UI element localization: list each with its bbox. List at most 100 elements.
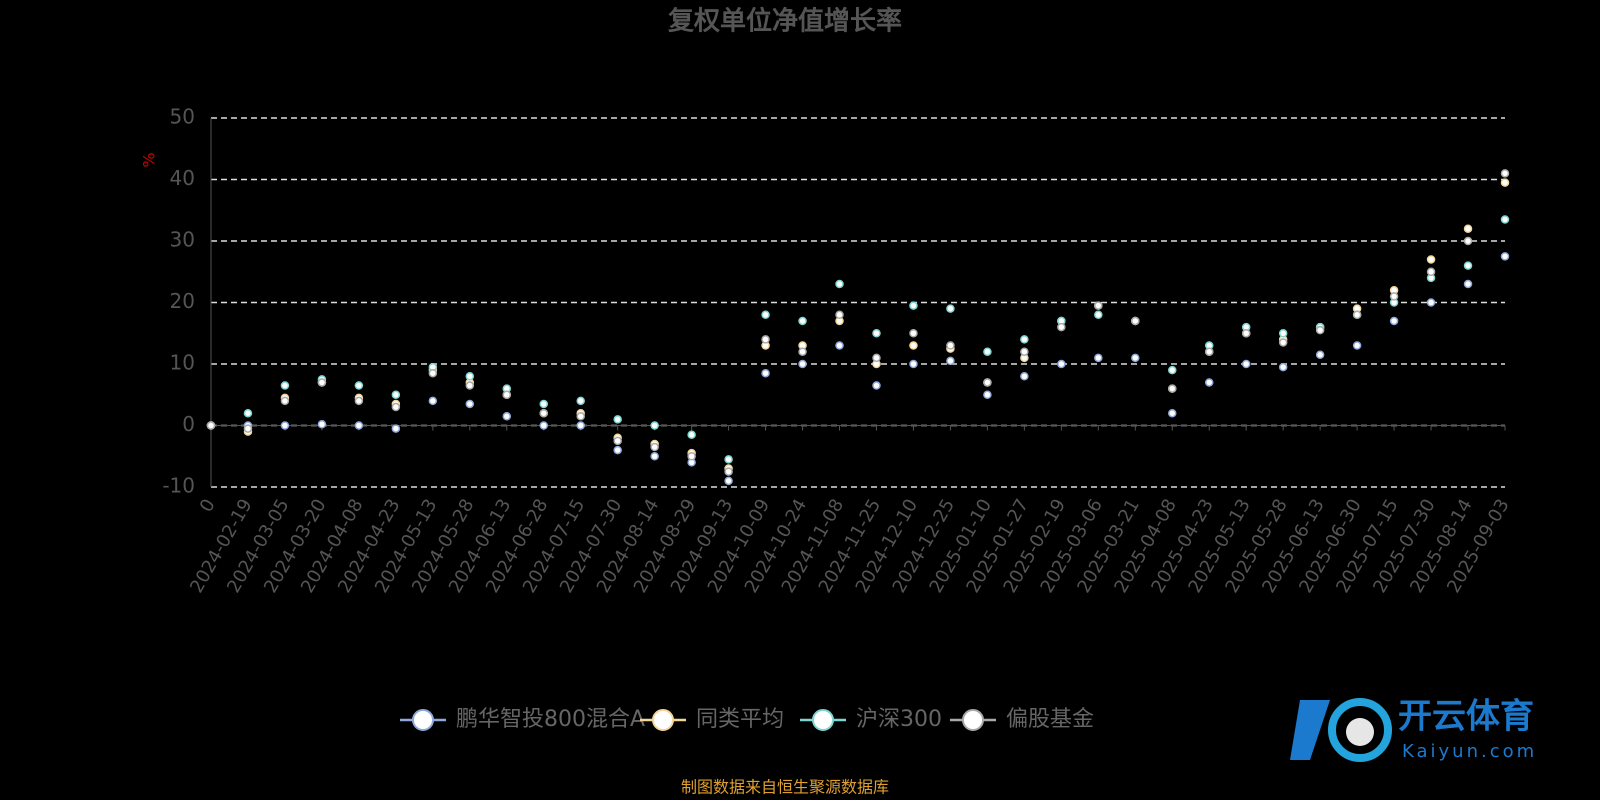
point-marker <box>650 421 659 430</box>
point-marker <box>502 412 512 421</box>
point-marker <box>1315 350 1325 360</box>
legend-marker <box>652 709 674 731</box>
point-marker <box>909 341 918 350</box>
point-marker <box>1500 169 1510 178</box>
point-marker <box>983 347 992 356</box>
point-marker <box>1315 325 1325 335</box>
point-marker <box>280 396 290 406</box>
point-marker <box>1463 261 1473 270</box>
point-marker <box>761 335 770 344</box>
point-marker <box>1131 316 1140 326</box>
point-marker <box>835 279 844 289</box>
point-marker <box>1352 341 1362 350</box>
point-marker <box>946 304 955 313</box>
point-marker <box>761 368 770 378</box>
point-marker <box>650 442 659 452</box>
point-marker <box>909 301 918 310</box>
point-marker <box>835 310 844 320</box>
point-marker <box>576 421 585 430</box>
y-tick-label: 20 <box>170 289 195 313</box>
point-marker <box>724 455 733 464</box>
point-marker <box>428 396 438 406</box>
point-marker <box>465 372 475 381</box>
point-marker <box>1278 338 1288 347</box>
point-marker <box>428 368 438 378</box>
logo-shape <box>1290 700 1330 760</box>
point-marker <box>1094 310 1103 320</box>
legend-label: 偏股基金 <box>1006 707 1094 732</box>
watermark: 开云体育 Kaiyun.com <box>1290 697 1537 762</box>
point-marker <box>798 359 807 369</box>
point-marker <box>1131 353 1140 363</box>
chart-title: 复权单位净值增长率 <box>668 6 902 37</box>
y-tick-label: 50 <box>170 105 195 129</box>
y-tick-label: 10 <box>170 351 195 375</box>
point-marker <box>724 467 733 476</box>
x-tick-label: 0 <box>196 496 220 516</box>
y-tick-label: -10 <box>162 474 195 498</box>
point-marker <box>465 399 475 409</box>
point-marker <box>243 424 253 433</box>
point-marker <box>872 353 881 363</box>
point-marker <box>391 424 401 433</box>
legend-label: 鹏华智投800混合A <box>456 707 645 732</box>
legend-marker <box>412 709 434 731</box>
point-marker <box>872 329 881 338</box>
point-marker <box>1168 384 1177 393</box>
legend-label: 沪深300 <box>856 707 942 732</box>
point-marker <box>946 341 955 350</box>
point-marker <box>1057 359 1066 369</box>
point-marker <box>613 445 622 455</box>
point-marker <box>1204 347 1214 356</box>
point-marker <box>576 396 585 406</box>
legend-marker <box>962 709 984 731</box>
y-tick-label: 0 <box>182 412 195 436</box>
point-marker <box>1389 292 1399 301</box>
y-tick-label: 30 <box>170 228 195 252</box>
point-marker <box>946 356 955 366</box>
point-marker <box>1278 329 1288 338</box>
point-marker <box>391 390 401 399</box>
point-marker <box>539 399 548 409</box>
point-marker <box>983 378 992 387</box>
watermark-site: Kaiyun.com <box>1402 741 1537 762</box>
legend-marker <box>812 709 834 731</box>
point-marker <box>539 421 548 430</box>
point-marker <box>465 381 475 390</box>
point-marker <box>1500 215 1510 224</box>
point-marker <box>1020 347 1029 356</box>
point-marker <box>354 381 364 390</box>
point-marker <box>354 396 364 406</box>
point-marker <box>1168 408 1177 418</box>
point-marker <box>909 329 918 338</box>
legend-label: 同类平均 <box>696 707 784 732</box>
point-marker <box>872 381 881 390</box>
point-marker <box>1500 252 1510 261</box>
point-marker <box>983 390 992 399</box>
point-marker <box>909 359 918 369</box>
point-marker <box>613 436 622 446</box>
logo-ring <box>1328 698 1392 762</box>
point-marker <box>1204 378 1214 387</box>
point-marker <box>798 316 807 326</box>
point-marker <box>798 347 807 356</box>
point-marker <box>1426 267 1436 276</box>
point-marker <box>354 421 364 430</box>
point-marker <box>1168 365 1177 375</box>
point-marker <box>1426 255 1436 264</box>
point-marker <box>317 378 327 387</box>
point-marker <box>280 421 290 430</box>
point-marker <box>243 408 253 418</box>
point-marker <box>761 310 770 320</box>
y-axis-label: % <box>140 152 159 167</box>
point-marker <box>391 402 401 412</box>
point-marker <box>576 412 585 421</box>
point-marker <box>1463 236 1473 246</box>
point-marker <box>1463 279 1473 289</box>
point-marker <box>835 341 844 350</box>
point-marker <box>1463 224 1473 233</box>
point-marker <box>687 430 696 439</box>
point-marker <box>1094 353 1103 363</box>
point-marker <box>1500 178 1510 187</box>
